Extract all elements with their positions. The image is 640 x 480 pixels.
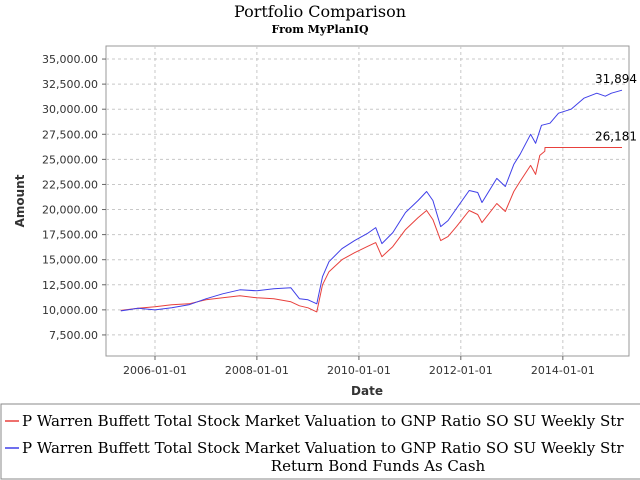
y-axis-ticks: 7,500.00 10,000.00 12,500.00 15,000.00 17,50… [42,53,106,342]
series-lines [120,89,623,313]
y-tick-label: 15,000.00 [42,254,98,267]
x-tick-label: 2010-01-01 [327,364,391,377]
grid-lines [106,46,629,356]
y-tick-label: 30,000.00 [42,103,98,116]
series-line-blue [120,89,623,312]
chart-title: Portfolio Comparison [234,2,406,21]
end-label-red: 26,181 [595,130,637,144]
chart-subtitle: From MyPlanIQ [271,23,369,36]
y-axis-label: Amount [13,174,27,227]
end-labels: 26,181 31,894 [595,72,637,143]
x-tick-label: 2012-01-01 [429,364,493,377]
y-tick-label: 12,500.00 [42,279,98,292]
x-tick-label: 2006-01-01 [123,364,187,377]
legend-label-blue: P Warren Buffett Total Stock Market Valu… [22,439,628,475]
x-tick-label: 2014-01-01 [531,364,595,377]
y-tick-label: 35,000.00 [42,53,98,66]
legend: P Warren Buffett Total Stock Market Valu… [0,403,640,480]
x-axis-ticks: 2006-01-01 2008-01-01 2010-01-01 2012-01-01… [123,356,595,377]
y-tick-label: 27,500.00 [42,128,98,141]
y-tick-label: 22,500.00 [42,178,98,191]
end-label-blue: 31,894 [595,72,637,86]
y-tick-label: 17,500.00 [42,229,98,242]
legend-label-red: P Warren Buffett Total Stock Market Valu… [22,412,624,430]
y-tick-label: 10,000.00 [42,304,98,317]
legend-label-blue-line1: P Warren Buffett Total Stock Market Valu… [22,439,624,457]
x-axis-label: Date [351,384,383,398]
legend-label-blue-line2: Return Bond Funds As Cash [271,457,486,475]
legend-box [0,403,640,480]
plot-area [105,45,630,357]
y-tick-label: 20,000.00 [42,204,98,217]
y-tick-label: 25,000.00 [42,153,98,166]
y-tick-label: 32,500.00 [42,78,98,91]
y-tick-label: 7,500.00 [49,329,98,342]
series-line-red [120,147,622,313]
x-tick-label: 2008-01-01 [225,364,289,377]
